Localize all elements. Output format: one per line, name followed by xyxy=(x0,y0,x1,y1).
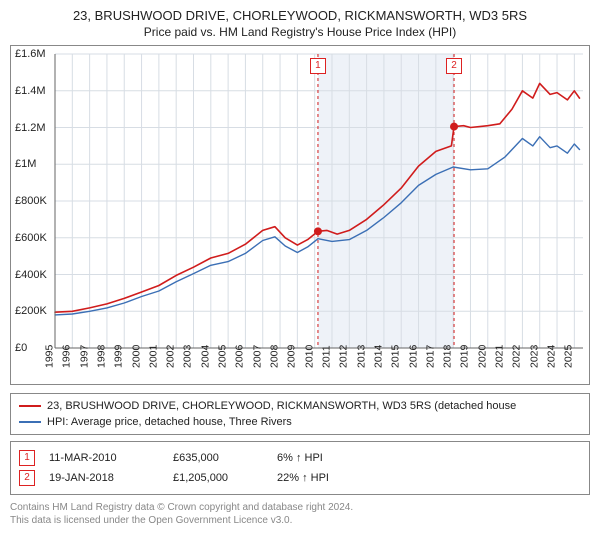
x-tick-label: 2022 xyxy=(511,345,523,368)
sale-row: 1 11-MAR-2010 £635,000 6% ↑ HPI xyxy=(19,448,581,468)
x-tick-label: 2000 xyxy=(130,345,142,368)
x-tick-label: 2009 xyxy=(286,345,298,368)
sale-marker-badge: 1 xyxy=(310,58,326,74)
footer-line-2: This data is licensed under the Open Gov… xyxy=(10,514,590,527)
sale-marker-badge: 2 xyxy=(446,58,462,74)
x-tick-label: 2025 xyxy=(563,345,575,368)
chart-title: 23, BRUSHWOOD DRIVE, CHORLEYWOOD, RICKMA… xyxy=(10,8,590,23)
sale-price: £635,000 xyxy=(173,452,263,464)
x-tick-label: 2021 xyxy=(493,345,505,368)
x-tick-label: 2017 xyxy=(424,345,436,368)
legend-row: HPI: Average price, detached house, Thre… xyxy=(19,414,581,430)
y-tick-label: £800K xyxy=(15,195,47,207)
x-tick-label: 1996 xyxy=(61,345,73,368)
y-tick-label: £200K xyxy=(15,305,47,317)
x-tick-label: 2008 xyxy=(268,345,280,368)
y-tick-label: £400K xyxy=(15,269,47,281)
x-tick-label: 1997 xyxy=(78,345,90,368)
y-tick-label: £1.6M xyxy=(15,48,46,60)
footer: Contains HM Land Registry data © Crown c… xyxy=(10,501,590,527)
sale-row: 2 19-JAN-2018 £1,205,000 22% ↑ HPI xyxy=(19,468,581,488)
sale-pct: 22% ↑ HPI xyxy=(277,472,329,484)
sale-row-marker: 2 xyxy=(19,470,35,486)
x-tick-label: 2011 xyxy=(321,345,333,368)
sale-price: £1,205,000 xyxy=(173,472,263,484)
x-tick-label: 2004 xyxy=(199,345,211,368)
x-tick-label: 2016 xyxy=(407,345,419,368)
x-tick-label: 2002 xyxy=(164,345,176,368)
x-tick-label: 1999 xyxy=(113,345,125,368)
sale-pct: 6% ↑ HPI xyxy=(277,452,323,464)
sales-table: 1 11-MAR-2010 £635,000 6% ↑ HPI 2 19-JAN-2018… xyxy=(10,441,590,495)
footer-line-1: Contains HM Land Registry data © Crown c… xyxy=(10,501,590,514)
x-tick-label: 2003 xyxy=(182,345,194,368)
legend-row: 23, BRUSHWOOD DRIVE, CHORLEYWOOD, RICKMA… xyxy=(19,398,581,414)
x-tick-label: 2006 xyxy=(234,345,246,368)
sale-date: 11-MAR-2010 xyxy=(49,452,159,464)
y-tick-label: £0 xyxy=(15,342,27,354)
legend: 23, BRUSHWOOD DRIVE, CHORLEYWOOD, RICKMA… xyxy=(10,393,590,435)
chart-svg xyxy=(11,46,589,384)
x-tick-label: 2020 xyxy=(476,345,488,368)
x-tick-label: 2005 xyxy=(216,345,228,368)
legend-label: HPI: Average price, detached house, Thre… xyxy=(47,416,292,428)
x-tick-label: 1995 xyxy=(43,345,55,368)
x-tick-label: 2019 xyxy=(459,345,471,368)
y-tick-label: £1M xyxy=(15,158,36,170)
sale-date: 19-JAN-2018 xyxy=(49,472,159,484)
x-tick-label: 2001 xyxy=(147,345,159,368)
y-tick-label: £600K xyxy=(15,232,47,244)
x-tick-label: 2018 xyxy=(441,345,453,368)
sale-row-marker: 1 xyxy=(19,450,35,466)
x-tick-label: 2023 xyxy=(528,345,540,368)
x-tick-label: 2015 xyxy=(390,345,402,368)
y-tick-label: £1.2M xyxy=(15,122,46,134)
x-tick-label: 2014 xyxy=(372,345,384,368)
legend-swatch xyxy=(19,405,41,407)
x-tick-label: 2013 xyxy=(355,345,367,368)
x-tick-label: 2007 xyxy=(251,345,263,368)
y-tick-label: £1.4M xyxy=(15,85,46,97)
x-tick-label: 2012 xyxy=(338,345,350,368)
x-tick-label: 2010 xyxy=(303,345,315,368)
legend-swatch xyxy=(19,421,41,423)
x-tick-label: 2024 xyxy=(545,345,557,368)
chart-plot-area: £0 £200K £400K £600K £800K £1M £1.2M £1.4M £1.6M… xyxy=(10,45,590,385)
legend-label: 23, BRUSHWOOD DRIVE, CHORLEYWOOD, RICKMA… xyxy=(47,400,516,412)
x-tick-label: 1998 xyxy=(95,345,107,368)
chart-subtitle: Price paid vs. HM Land Registry's House … xyxy=(10,25,590,39)
